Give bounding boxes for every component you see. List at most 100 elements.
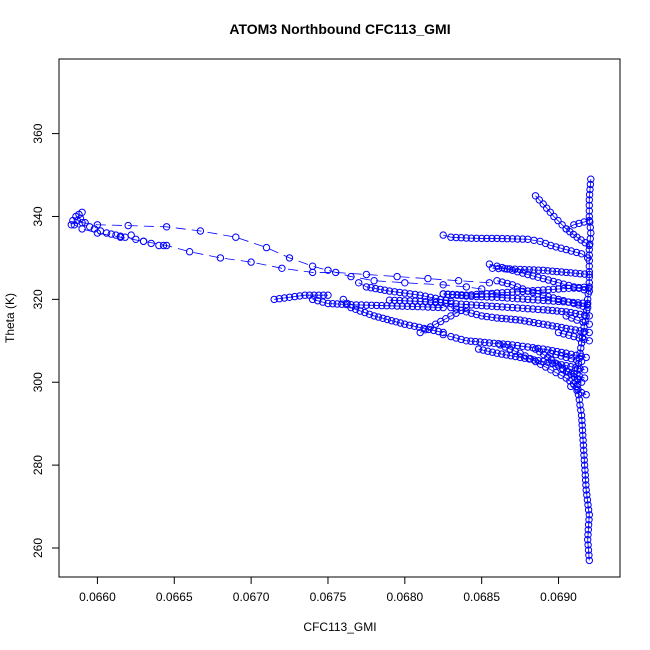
data-point — [416, 291, 424, 299]
data-point — [508, 281, 517, 289]
data-point — [367, 284, 375, 292]
data-point — [587, 175, 595, 183]
data-point — [580, 451, 588, 459]
data-point — [511, 347, 519, 355]
data-point — [381, 286, 389, 294]
data-point — [501, 343, 509, 351]
data-point — [328, 300, 337, 308]
data-point — [388, 302, 396, 310]
data-point — [583, 496, 592, 504]
data-point — [452, 233, 460, 242]
data-point — [524, 235, 532, 244]
data-point — [376, 285, 384, 294]
data-point — [557, 268, 566, 276]
data-point — [76, 214, 85, 223]
data-point — [584, 541, 592, 549]
data-point — [488, 302, 496, 310]
data-point — [67, 221, 76, 229]
data-point — [539, 286, 547, 294]
data-point — [421, 292, 429, 300]
x-tick-label: 0.0660 — [79, 590, 116, 604]
data-point — [548, 267, 557, 275]
data-point — [534, 305, 542, 314]
data-point — [132, 235, 140, 244]
data-point — [585, 216, 593, 225]
data-point — [319, 291, 328, 299]
data-point — [462, 234, 470, 242]
data-point — [462, 337, 470, 345]
data-point — [498, 314, 506, 323]
data-point — [362, 283, 371, 291]
data-point — [580, 218, 588, 226]
data-point — [493, 289, 501, 297]
data-point — [472, 310, 481, 319]
plot-frame — [58, 58, 621, 578]
data-point — [162, 241, 171, 250]
data-point — [586, 180, 595, 189]
data-point — [319, 298, 327, 306]
data-point — [434, 303, 442, 312]
data-point — [574, 299, 582, 307]
data-point — [454, 277, 463, 285]
data-point — [562, 308, 570, 316]
x-tick-label: 0.0680 — [386, 590, 423, 604]
data-point — [196, 227, 205, 235]
data-point — [396, 319, 405, 327]
data-point — [493, 234, 501, 243]
data-point — [447, 332, 455, 341]
data-point — [472, 290, 481, 299]
data-point — [332, 268, 340, 277]
data-point — [393, 302, 401, 310]
data-point — [585, 511, 593, 519]
data-point — [361, 308, 369, 317]
data-point — [476, 338, 484, 346]
data-point — [442, 296, 450, 305]
data-point — [488, 313, 496, 321]
data-point — [513, 283, 522, 291]
data-point — [585, 279, 593, 287]
data-point — [584, 299, 592, 308]
data-point — [502, 315, 510, 323]
data-point — [544, 267, 552, 275]
data-point — [498, 293, 506, 302]
data-point — [525, 318, 533, 326]
data-point — [576, 401, 584, 409]
data-point — [529, 287, 537, 295]
data-point — [576, 270, 584, 278]
data-point — [516, 349, 524, 357]
data-point — [585, 212, 593, 221]
data-point — [420, 324, 428, 333]
data-point — [139, 237, 148, 246]
data-point — [553, 307, 561, 315]
data-point — [577, 357, 586, 366]
data-point — [439, 303, 447, 312]
data-point — [534, 357, 543, 365]
data-point — [571, 309, 580, 318]
data-point — [572, 248, 581, 257]
data-point — [494, 340, 503, 348]
data-point — [585, 201, 593, 210]
data-point — [159, 241, 168, 250]
data-point — [506, 265, 514, 273]
data-point — [503, 235, 511, 243]
data-point — [296, 292, 304, 300]
data-point — [549, 297, 558, 305]
data-point — [544, 297, 552, 305]
data-point — [576, 327, 584, 335]
data-point — [524, 295, 532, 304]
data-point — [447, 297, 455, 306]
data-point — [513, 295, 522, 303]
data-point — [508, 341, 517, 349]
data-point — [557, 307, 566, 316]
data-point — [539, 320, 547, 328]
data-point — [411, 290, 419, 299]
data-point — [478, 312, 486, 320]
data-point — [519, 295, 527, 303]
data-point — [429, 303, 437, 311]
data-point — [585, 328, 593, 337]
data-point — [554, 328, 563, 337]
y-axis-label: Theta (K) — [3, 293, 17, 343]
data-point — [577, 388, 586, 397]
data-point — [467, 337, 475, 345]
data-point — [439, 281, 447, 289]
